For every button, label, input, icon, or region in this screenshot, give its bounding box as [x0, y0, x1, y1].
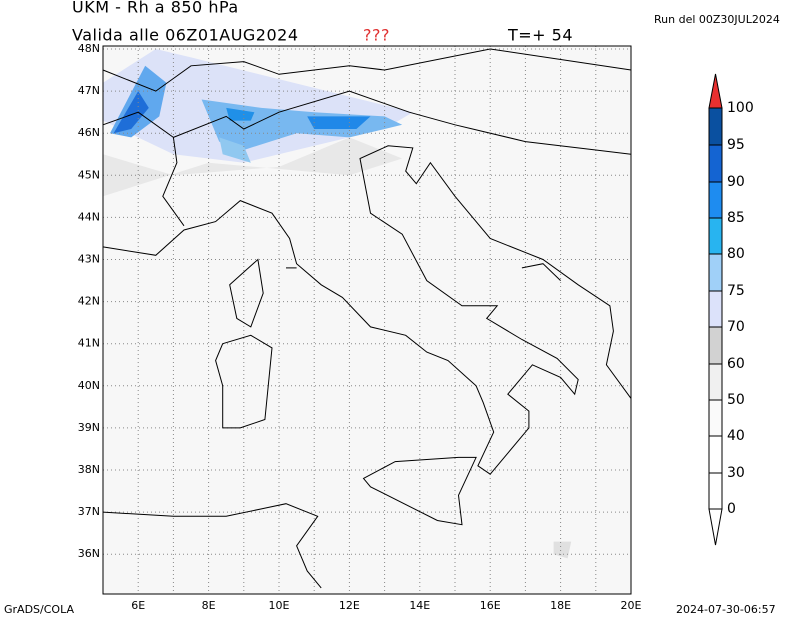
colorbar-band — [708, 363, 723, 401]
coastline — [362, 456, 477, 526]
colorbar-label: 90 — [727, 174, 745, 190]
lat-label: 41N — [78, 337, 100, 350]
rh-shade — [103, 137, 403, 197]
lon-label: 14E — [409, 599, 430, 612]
lat-label: 36N — [78, 547, 100, 560]
colorbar-band — [708, 253, 723, 292]
colorbar-label: 70 — [727, 319, 745, 335]
lat-label: 43N — [78, 253, 100, 266]
colorbar-band — [708, 435, 723, 474]
title: UKM - Rh a 850 hPa — [72, 0, 239, 17]
lon-label: 8E — [202, 599, 216, 612]
colorbar-band — [708, 217, 723, 255]
colorbar-band — [708, 107, 723, 146]
coastline — [173, 90, 632, 155]
lat-label: 38N — [78, 463, 100, 476]
lon-label: 16E — [480, 599, 501, 612]
lon-label: 20E — [621, 599, 642, 612]
colorbar-label: 85 — [727, 210, 745, 226]
valid-time: Valida alle 06Z01AUG2024 — [72, 26, 299, 45]
colorbar-label: 0 — [727, 501, 736, 517]
lat-label: 48N — [78, 42, 100, 55]
map-frame — [102, 45, 632, 595]
lon-label: 12E — [339, 599, 360, 612]
lat-label: 42N — [78, 295, 100, 308]
lat-label: 47N — [78, 84, 100, 97]
coastline — [102, 503, 322, 589]
rh-shade — [219, 137, 251, 163]
coastline — [229, 258, 264, 328]
lat-label: 45N — [78, 168, 100, 181]
map-area: 48N 47N 46N 45N 44N 43N 42N 41N 40N 39N 38N 37N 36N 6… — [78, 42, 642, 612]
colorbar-band — [708, 144, 723, 183]
colorbar-label: 75 — [727, 283, 745, 299]
lat-label: 39N — [78, 421, 100, 434]
coastline — [102, 48, 632, 92]
colorbar-band — [708, 472, 723, 510]
rh-shade — [307, 116, 371, 129]
lat-label: 46N — [78, 126, 100, 139]
colorbar-band — [708, 399, 723, 437]
colorbar-label: 95 — [727, 137, 745, 153]
rh-shade — [226, 107, 255, 121]
colorbar-label: 50 — [727, 392, 745, 408]
coastline — [521, 263, 561, 281]
lat-label: 37N — [78, 505, 100, 518]
colorbar-label: 100 — [727, 100, 754, 116]
forecast-step: T=+ 54 — [507, 26, 573, 45]
colorbar-band — [708, 181, 723, 219]
footer-left: GrADS/COLA — [4, 603, 74, 616]
lon-label: 18E — [550, 599, 571, 612]
colorbar-label: 60 — [727, 356, 745, 372]
coastline — [215, 334, 273, 429]
lon-label: 10E — [269, 599, 290, 612]
lat-label: 44N — [78, 210, 100, 223]
colorbar-bottom — [708, 508, 723, 546]
rh-shade — [113, 91, 149, 134]
colorbar-band — [708, 326, 723, 365]
colorbar-label: 80 — [727, 246, 745, 262]
lat-label: 40N — [78, 379, 100, 392]
flag: ??? — [363, 26, 390, 45]
colorbar-label: 40 — [727, 428, 745, 444]
colorbar-label: 30 — [727, 465, 745, 481]
colorbar-band — [708, 290, 723, 328]
footer-right: 2024-07-30-06:57 — [676, 603, 776, 616]
lon-label: 6E — [131, 599, 145, 612]
coastline — [102, 111, 185, 227]
rh-shade — [553, 541, 572, 559]
colorbar: 100 95 90 85 80 75 70 60 50 40 30 0 — [708, 73, 754, 546]
coastline — [102, 145, 632, 475]
run-time: Run del 00Z30JUL2024 — [654, 13, 780, 26]
colorbar-top — [708, 73, 723, 109]
